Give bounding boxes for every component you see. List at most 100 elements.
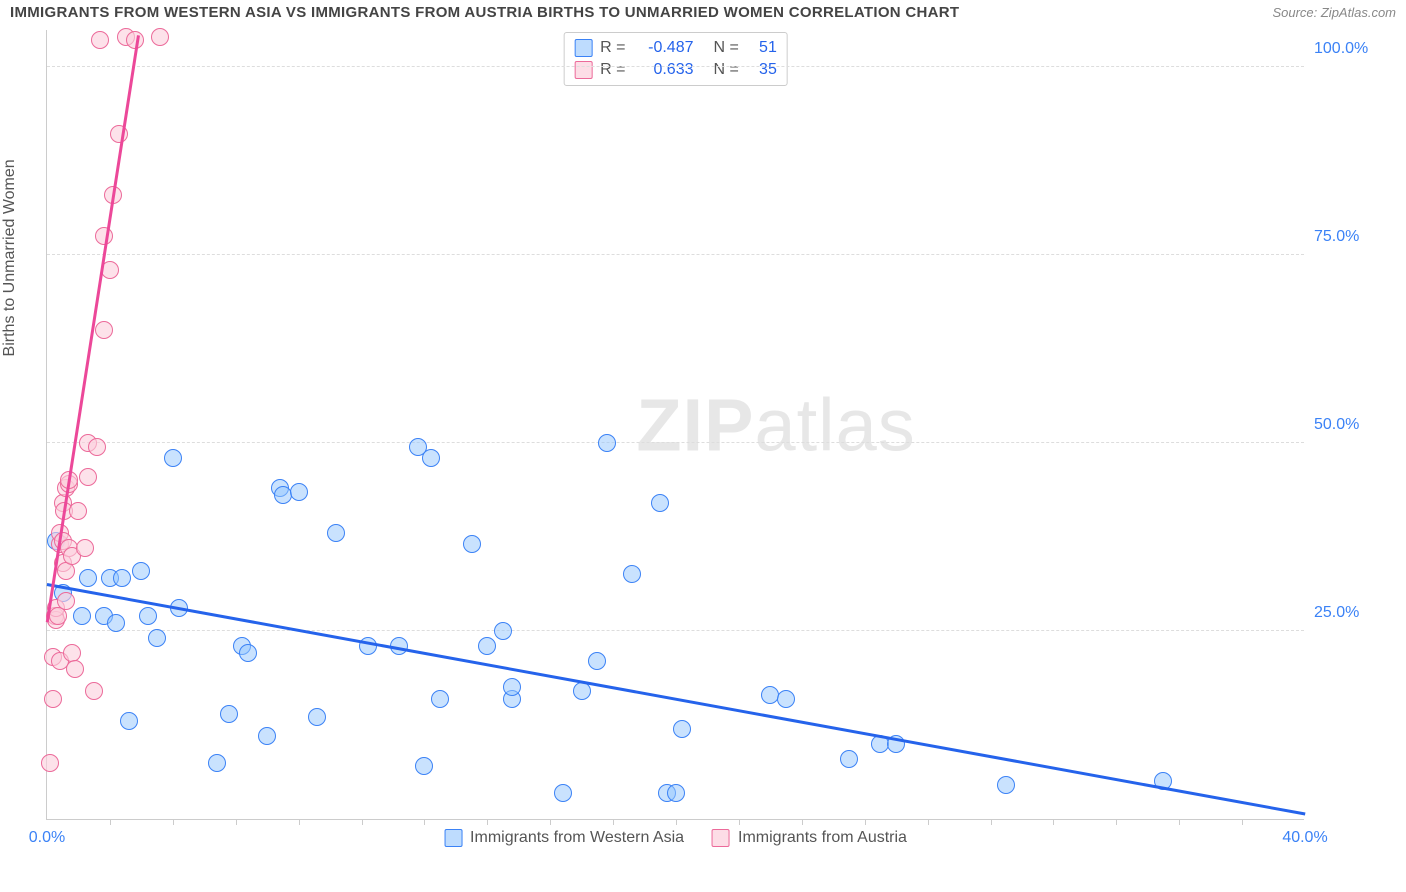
- n-label: N =: [714, 39, 739, 57]
- data-point: [79, 468, 97, 486]
- x-tick-mark: [236, 819, 237, 825]
- data-point: [258, 727, 276, 745]
- x-tick-mark: [1116, 819, 1117, 825]
- y-axis-label: Births to Unmarried Women: [1, 159, 19, 356]
- data-point: [478, 637, 496, 655]
- title-bar: IMMIGRANTS FROM WESTERN ASIA VS IMMIGRAN…: [0, 0, 1406, 25]
- x-tick-mark: [362, 819, 363, 825]
- gridline: [47, 66, 1304, 67]
- data-point: [95, 321, 113, 339]
- data-point: [777, 690, 795, 708]
- data-point: [120, 712, 138, 730]
- data-point: [290, 483, 308, 501]
- x-tick-label: 40.0%: [1282, 829, 1327, 847]
- data-point: [494, 622, 512, 640]
- x-tick-mark: [1179, 819, 1180, 825]
- legend-swatch: [712, 829, 730, 847]
- x-tick-mark: [424, 819, 425, 825]
- data-point: [44, 690, 62, 708]
- data-point: [41, 754, 59, 772]
- r-label: R =: [600, 61, 625, 79]
- n-value: 51: [747, 39, 777, 57]
- data-point: [113, 569, 131, 587]
- x-tick-mark: [865, 819, 866, 825]
- legend-stat-row: R =0.633N =35: [574, 59, 777, 81]
- data-point: [415, 757, 433, 775]
- x-tick-mark: [299, 819, 300, 825]
- x-tick-mark: [550, 819, 551, 825]
- legend-series-label: Immigrants from Austria: [738, 829, 907, 847]
- data-point: [85, 682, 103, 700]
- y-tick-label: 25.0%: [1314, 604, 1384, 622]
- data-point: [69, 502, 87, 520]
- data-point: [132, 562, 150, 580]
- chart-title: IMMIGRANTS FROM WESTERN ASIA VS IMMIGRAN…: [10, 4, 959, 21]
- y-tick-label: 100.0%: [1314, 40, 1384, 58]
- x-tick-mark: [613, 819, 614, 825]
- scatter-chart: ZIPatlas R =-0.487N =51R =0.633N =35 Imm…: [46, 30, 1304, 820]
- data-point: [503, 678, 521, 696]
- x-tick-label: 0.0%: [29, 829, 65, 847]
- x-tick-mark: [739, 819, 740, 825]
- data-point: [76, 539, 94, 557]
- x-tick-mark: [928, 819, 929, 825]
- legend-series-item: Immigrants from Austria: [712, 829, 907, 847]
- gridline: [47, 254, 1304, 255]
- data-point: [164, 449, 182, 467]
- legend-stat-row: R = -0.487 N = 51: [574, 37, 777, 59]
- data-point: [554, 784, 572, 802]
- legend-series-label: Immigrants from Western Asia: [470, 829, 684, 847]
- data-point: [308, 708, 326, 726]
- data-point: [91, 31, 109, 49]
- data-point: [588, 652, 606, 670]
- data-point: [107, 614, 125, 632]
- x-tick-mark: [1242, 819, 1243, 825]
- data-point: [667, 784, 685, 802]
- x-tick-mark: [802, 819, 803, 825]
- data-point: [997, 776, 1015, 794]
- legend-swatch: [574, 61, 592, 79]
- data-point: [327, 524, 345, 542]
- x-tick-mark: [173, 819, 174, 825]
- trendline: [46, 35, 140, 622]
- data-point: [148, 629, 166, 647]
- data-point: [220, 705, 238, 723]
- y-tick-label: 75.0%: [1314, 228, 1384, 246]
- data-point: [88, 438, 106, 456]
- data-point: [651, 494, 669, 512]
- n-label: N =: [714, 61, 739, 79]
- source-label: Source: ZipAtlas.com: [1272, 5, 1396, 20]
- data-point: [73, 607, 91, 625]
- data-point: [79, 569, 97, 587]
- data-point: [208, 754, 226, 772]
- series-legend: Immigrants from Western Asia Immigrants f…: [444, 829, 907, 847]
- data-point: [598, 434, 616, 452]
- data-point: [239, 644, 257, 662]
- x-tick-mark: [1053, 819, 1054, 825]
- data-point: [151, 28, 169, 46]
- data-point: [57, 592, 75, 610]
- correlation-legend: R =-0.487N =51R =0.633N =35: [563, 32, 788, 86]
- data-point: [66, 660, 84, 678]
- n-value: 35: [747, 61, 777, 79]
- gridline: [47, 630, 1304, 631]
- data-point: [673, 720, 691, 738]
- legend-swatch: [574, 39, 592, 57]
- r-label: R =: [600, 39, 625, 57]
- data-point: [422, 449, 440, 467]
- y-tick-label: 50.0%: [1314, 416, 1384, 434]
- x-tick-mark: [487, 819, 488, 825]
- legend-swatch: [444, 829, 462, 847]
- data-point: [139, 607, 157, 625]
- data-point: [110, 125, 128, 143]
- data-point: [840, 750, 858, 768]
- data-point: [573, 682, 591, 700]
- data-point: [95, 227, 113, 245]
- r-value: -0.487: [634, 39, 694, 57]
- trendline: [47, 583, 1305, 815]
- gridline: [47, 442, 1304, 443]
- data-point: [431, 690, 449, 708]
- legend-series-item: Immigrants from Western Asia: [444, 829, 684, 847]
- x-tick-mark: [991, 819, 992, 825]
- data-point: [463, 535, 481, 553]
